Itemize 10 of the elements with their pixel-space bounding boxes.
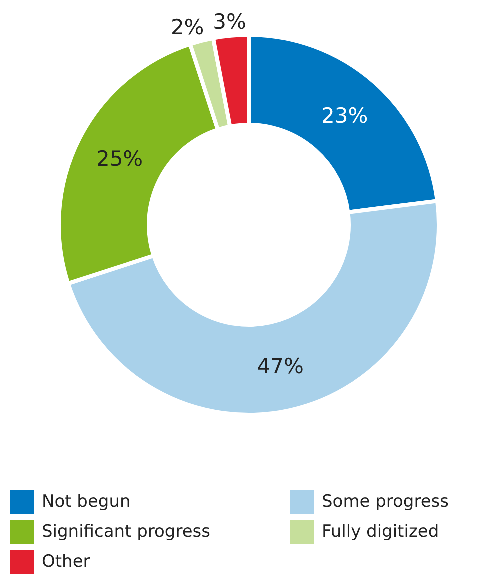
data-label: 23%	[322, 104, 368, 128]
legend-label: Not begun	[42, 492, 131, 512]
legend-label: Significant progress	[42, 522, 211, 542]
data-label: 47%	[257, 354, 304, 379]
legend-label: Fully digitized	[322, 522, 440, 542]
data-label: 2%	[170, 15, 204, 40]
legend-label: Some progress	[322, 492, 450, 512]
legend-label: Other	[42, 552, 90, 572]
data-label: 3%	[213, 10, 246, 34]
data-label: 25%	[96, 147, 144, 172]
